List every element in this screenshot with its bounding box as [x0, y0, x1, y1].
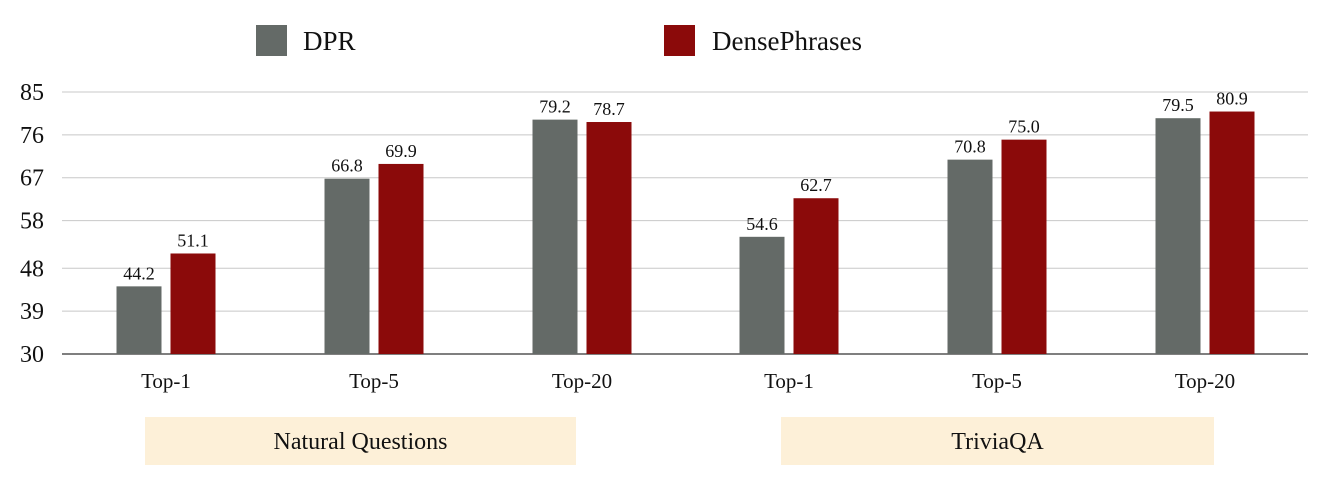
data-label: 75.0 — [1008, 117, 1040, 137]
legend-swatch-densephrases — [664, 25, 695, 56]
bar-densephrases-5 — [1209, 111, 1255, 354]
group-band — [145, 417, 576, 465]
x-tick-label: Top-5 — [972, 369, 1022, 393]
legend-label-dpr: DPR — [303, 26, 356, 56]
x-tick-label: Top-1 — [141, 369, 191, 393]
y-tick-label: 85 — [20, 80, 44, 106]
group-label: Natural Questions — [274, 429, 448, 455]
bar-densephrases-1 — [378, 163, 424, 354]
x-tick-label: Top-20 — [552, 369, 612, 393]
data-label: 62.7 — [800, 175, 832, 195]
group-label: TriviaQA — [951, 429, 1044, 455]
legend-swatch-dpr — [256, 25, 287, 56]
y-tick-label: 76 — [20, 123, 44, 149]
data-label: 78.7 — [593, 99, 625, 119]
bar-dpr-0 — [116, 286, 162, 354]
y-tick-label: 39 — [20, 299, 44, 325]
x-tick-label: Top-1 — [764, 369, 814, 393]
group-band — [781, 417, 1214, 465]
group-labels: Natural Questions TriviaQA — [145, 417, 1214, 465]
data-label: 51.1 — [177, 230, 209, 250]
bar-densephrases-4 — [1001, 139, 1047, 354]
bar-dpr-5 — [1155, 118, 1201, 354]
x-tick-label: Top-20 — [1175, 369, 1235, 393]
data-label: 44.2 — [123, 263, 155, 283]
data-label: 70.8 — [954, 137, 986, 157]
y-axis: 30 39 48 58 67 76 85 — [20, 80, 44, 368]
bar-densephrases-3 — [793, 198, 839, 354]
bar-densephrases-2 — [586, 122, 632, 354]
bar-dpr-3 — [739, 236, 785, 354]
y-tick-label: 30 — [20, 342, 44, 368]
bar-densephrases-0 — [170, 253, 216, 354]
data-label: 79.2 — [539, 97, 571, 117]
bar-dpr-2 — [532, 119, 578, 354]
data-label: 69.9 — [385, 141, 417, 161]
data-label: 54.6 — [746, 214, 778, 234]
data-label: 79.5 — [1162, 95, 1194, 115]
legend-label-densephrases: DensePhrases — [712, 26, 862, 56]
y-tick-label: 67 — [20, 166, 44, 192]
legend: DPR DensePhrases — [256, 25, 862, 56]
x-axis: Top-1 Top-5 Top-20 Top-1 Top-5 Top-20 — [141, 369, 1235, 393]
bars: 44.2 66.8 79.2 54.6 70.8 79.5 51.1 69.9 78.7 62.7… — [116, 89, 1255, 354]
bar-dpr-4 — [947, 159, 993, 354]
gridlines — [62, 91, 1308, 355]
data-label: 66.8 — [331, 156, 363, 176]
y-tick-label: 58 — [20, 209, 44, 235]
y-tick-label: 48 — [20, 256, 44, 282]
bar-dpr-1 — [324, 178, 370, 354]
data-label: 80.9 — [1216, 89, 1248, 109]
x-tick-label: Top-5 — [349, 369, 399, 393]
